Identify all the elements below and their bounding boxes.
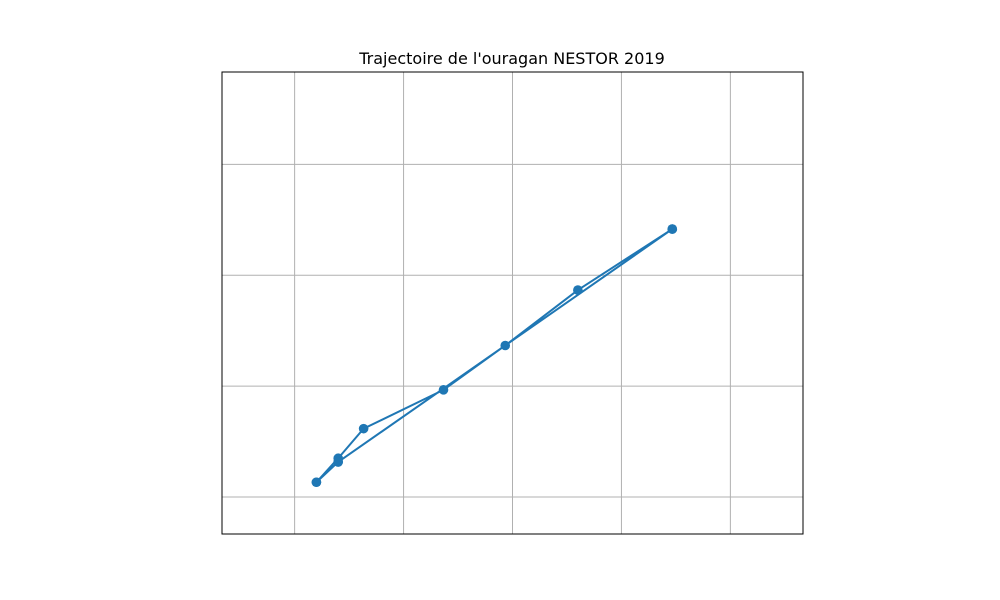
track-point-0-8 [311,477,322,488]
axes-frame [221,71,804,535]
chart-title: Trajectoire de l'ouragan NESTOR 2019 [358,49,665,68]
grid [222,72,803,534]
marker-layer [311,224,678,488]
plot-area [221,71,804,535]
track-point-0-3 [438,385,449,395]
track-point-0-10 [667,224,678,234]
track-point-0-1 [573,285,583,295]
track-point-0-4 [358,423,369,434]
track-point-0-2 [500,340,511,351]
track-point-0-9 [333,457,344,467]
